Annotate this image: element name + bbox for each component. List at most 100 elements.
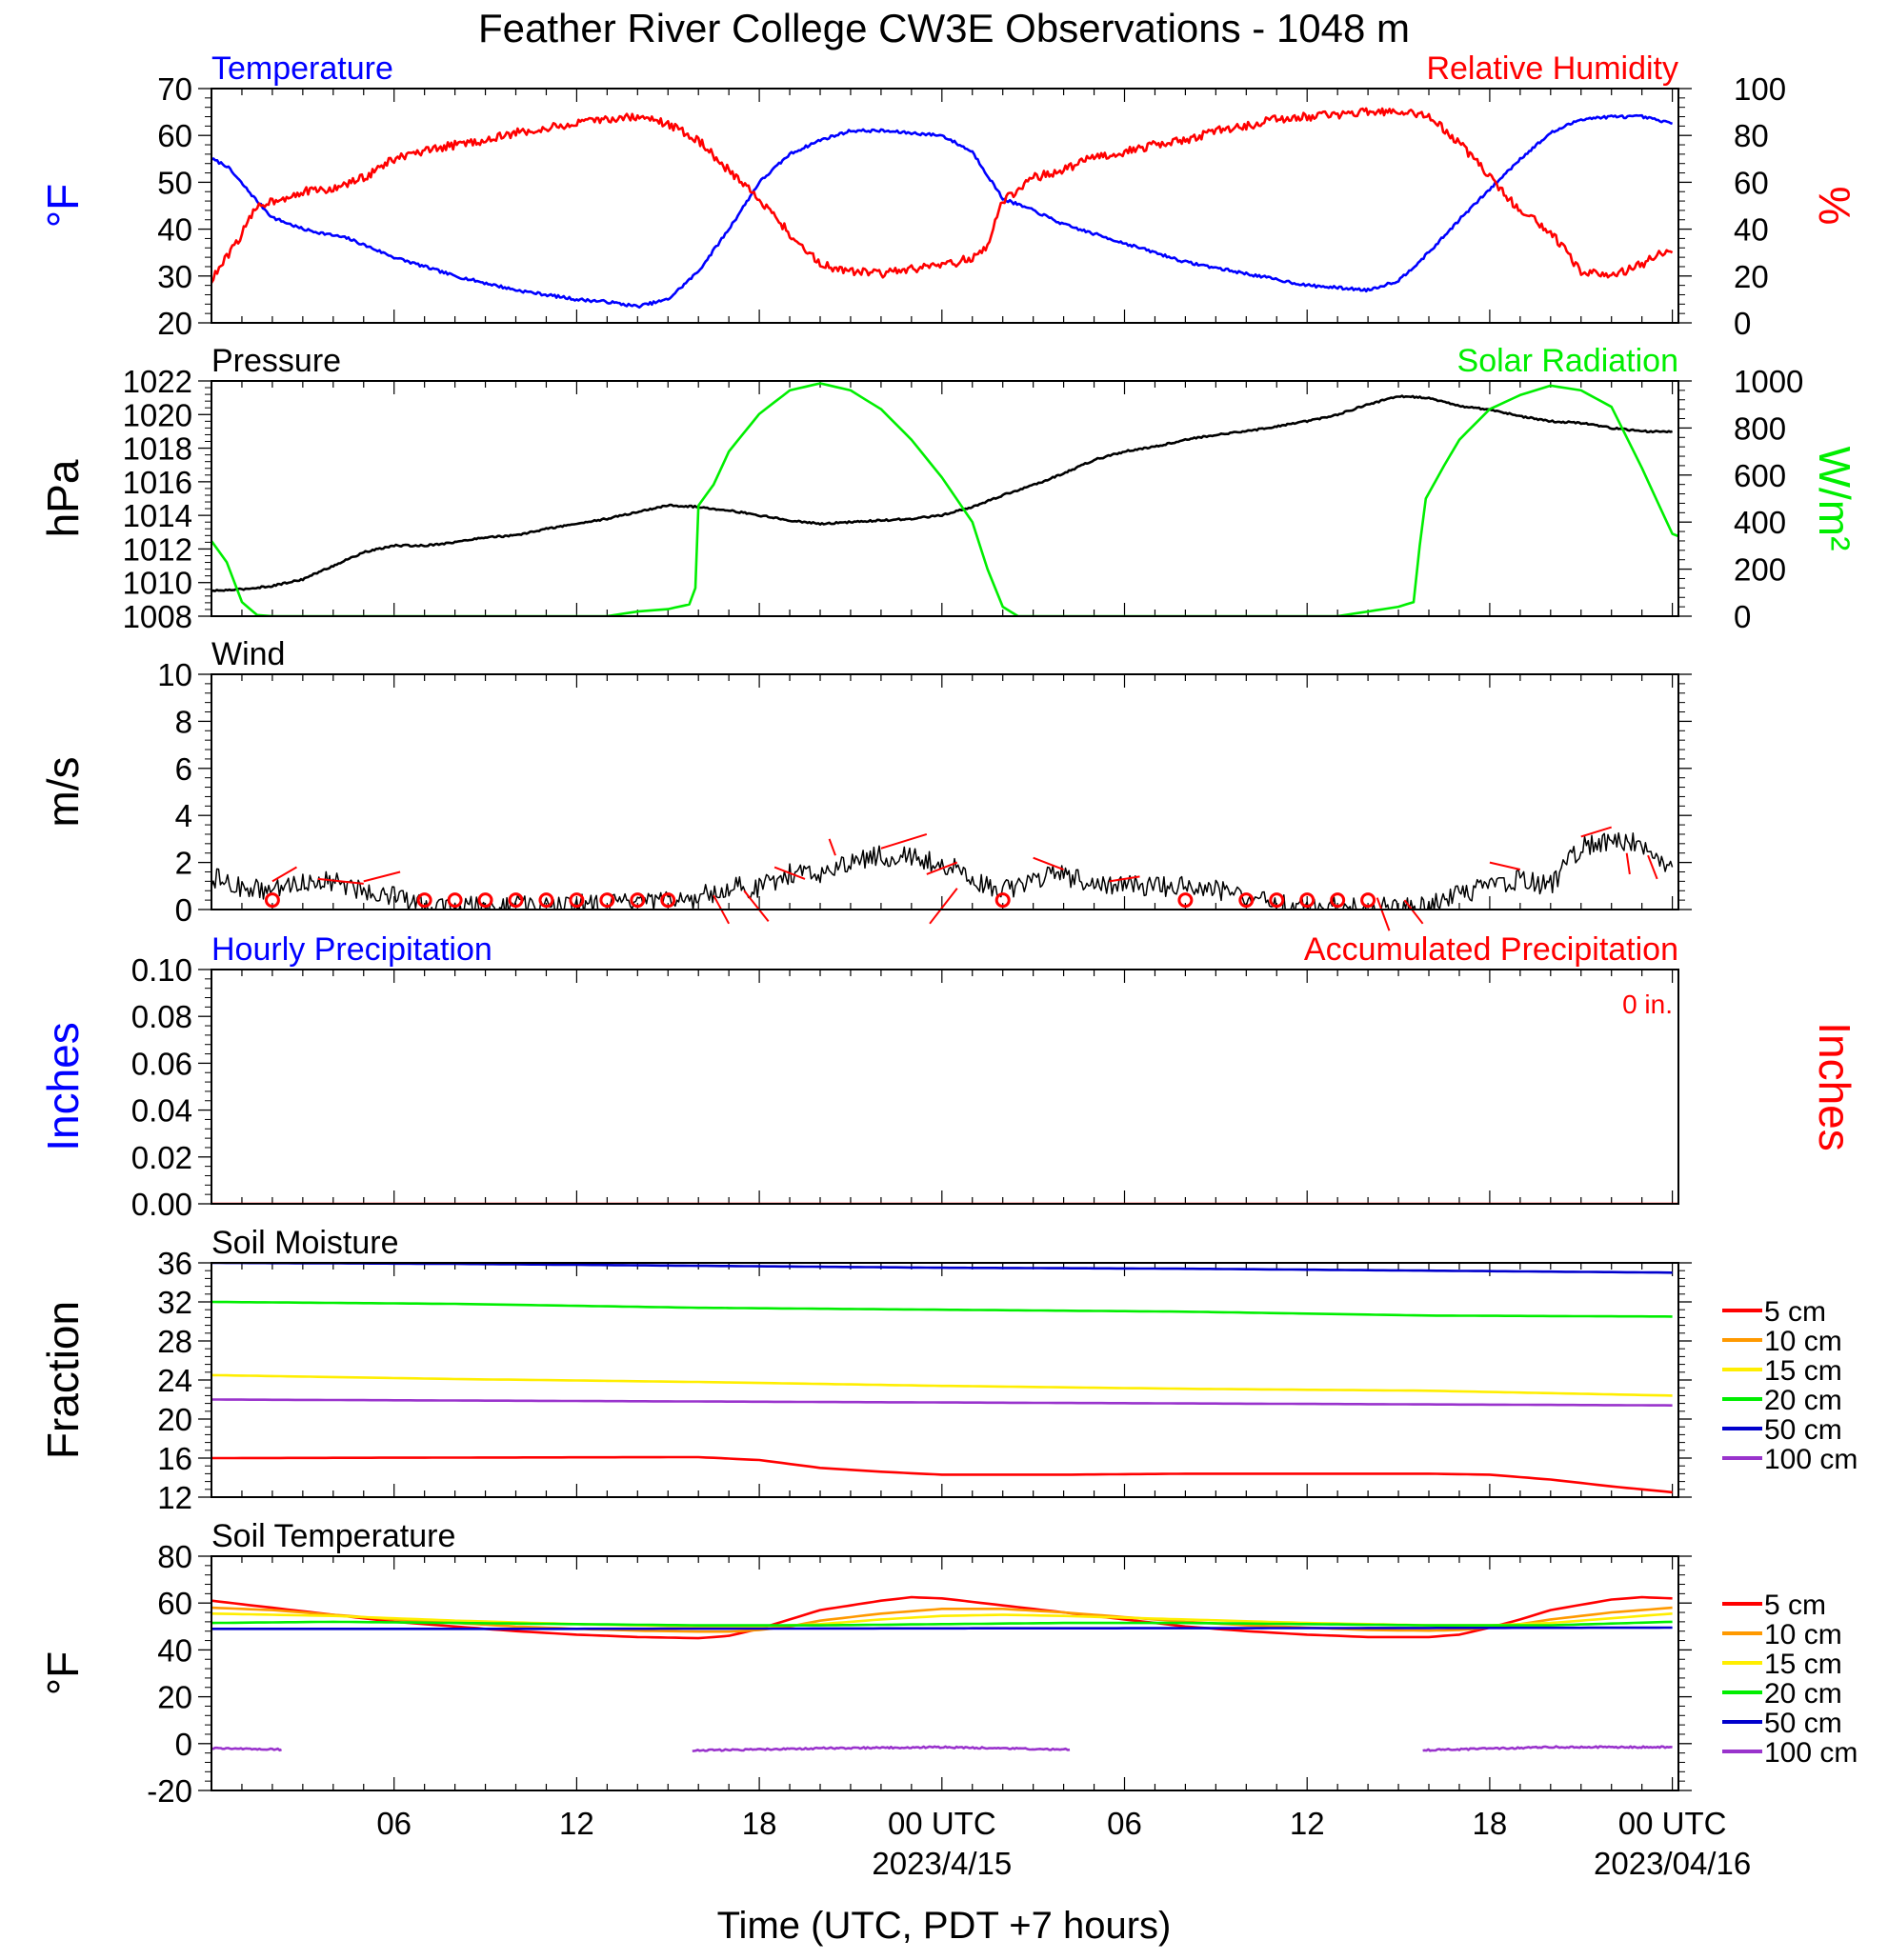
y-axis-label-left: Inches [38,1022,88,1151]
calm-wind-marker [264,892,280,909]
wind-barb [1109,875,1140,883]
series-wind-speed-line [211,831,1674,910]
wind-barb [1376,897,1391,931]
panel-title-right: Relative Humidity [1426,50,1678,87]
y-axis-label-left: Fraction [38,1301,88,1459]
calm-wind-marker [994,892,1011,909]
y-tick-label: 16 [157,1441,192,1476]
y-right-tick-label: 200 [1734,552,1786,588]
y-right-tick-label: 0 [1734,599,1751,634]
wind-barb [1580,826,1613,838]
y-axis-label-right: Inches [1810,1022,1859,1151]
y-axis-label-left: m/s [38,756,88,827]
y-tick-label: 1016 [123,465,192,500]
wind-barb [1489,861,1521,870]
series-pressure-line [211,394,1673,592]
y-tick-label: 0.06 [131,1046,192,1081]
calm-wind-marker [660,892,676,909]
legend-label: 5 cm [1764,1296,1826,1328]
legend-label: 50 cm [1764,1708,1842,1739]
panel-frame [211,673,1679,910]
panel-title-left: Temperature [211,50,393,87]
y-right-tick-label: 400 [1734,505,1786,540]
y-tick-label: 20 [157,1402,192,1437]
x-tick-label: 00 UTC [1618,1806,1727,1841]
wind-barb [773,866,806,880]
y-right-tick-label: 20 [1734,259,1769,294]
x-tick-label: 18 [1473,1806,1508,1841]
y-tick-label: 50 [157,165,192,200]
series-solar-radiation-line [211,382,1678,616]
y-tick-label: 8 [175,704,192,739]
y-tick-label: 60 [157,118,192,153]
y-tick-label: 12 [157,1480,192,1515]
y-tick-label: 0 [175,892,192,928]
y-tick-label: 32 [157,1285,192,1320]
y-tick-label: 1008 [123,599,192,634]
y-tick-label: 0 [175,1727,192,1762]
y-tick-label: 2 [175,846,192,881]
y-tick-label: 0.00 [131,1187,192,1222]
y-tick-label: 36 [157,1246,192,1281]
legend-label: 15 cm [1764,1649,1842,1680]
legend-label: 20 cm [1764,1385,1842,1416]
series-100-cm-line [692,1745,1071,1752]
series-50-cm-line [211,1626,1673,1630]
x-tick-label: 06 [376,1806,412,1841]
series-group [211,382,1678,616]
y-right-tick-label: 0 [1734,306,1751,341]
series-100-cm-line [211,1398,1673,1407]
panel-frame [211,88,1679,324]
y-axis-label-left: °F [38,184,88,229]
y-tick-label: 4 [175,798,192,833]
y-right-tick-label: 600 [1734,458,1786,493]
wind-barb [317,877,364,885]
wind-barb [1403,899,1424,925]
x-tick-label: 12 [1290,1806,1325,1841]
y-right-tick-label: 80 [1734,118,1769,153]
series-group [211,1263,1673,1494]
y-tick-label: 20 [157,1680,192,1715]
panel-title-right: Solar Radiation [1457,343,1678,379]
series-100-cm-line [211,1746,283,1752]
x-tick-label: 00 UTC [888,1806,996,1841]
y-tick-label: 1020 [123,397,192,432]
panel-title-left: Soil Temperature [211,1518,455,1554]
wind-barb [1033,856,1064,870]
legend-label: 10 cm [1764,1326,1842,1357]
wind-barb [363,870,401,883]
calm-wind-marker [508,892,524,909]
panel-title-left: Pressure [211,343,341,379]
panel-frame [211,969,1679,1205]
wind-barb [880,833,928,850]
panel-title-left: Soil Moisture [211,1225,399,1261]
legend-label: 50 cm [1764,1414,1842,1446]
calm-wind-marker [416,892,432,909]
y-tick-label: 0.10 [131,952,192,988]
x-tick-label: 18 [742,1806,777,1841]
series-5-cm-line [211,1595,1673,1640]
y-tick-label: -20 [147,1773,192,1809]
y-axis-label-left: °F [38,1651,88,1696]
x-tick-label: 12 [559,1806,594,1841]
calm-wind-marker [1330,892,1346,909]
y-tick-label: 1018 [123,431,192,467]
wind-barb [271,866,297,883]
y-right-tick-label: 40 [1734,212,1769,248]
calm-wind-marker [1269,892,1285,909]
panel-title-right: Accumulated Precipitation [1304,931,1678,968]
calm-wind-marker [599,892,615,909]
calm-wind-marker [569,892,585,909]
panel-wind: 0 2 4 6 8 10 Wind m/s [38,636,1692,931]
y-tick-label: 1022 [123,364,192,399]
y-right-tick-label: 60 [1734,165,1769,200]
wind-barb [743,890,770,922]
series-temperature-line [211,113,1673,310]
x-axis-label: Time (UTC, PDT +7 hours) [717,1905,1172,1947]
y-tick-label: 10 [157,657,192,692]
wind-barb [1647,854,1658,880]
panel-temp_rh: 20 30 40 50 60 70 0 20 40 60 80 100 Temperature Relat… [38,50,1859,341]
legend-label: 15 cm [1764,1355,1842,1387]
calm-wind-marker [1360,892,1376,909]
